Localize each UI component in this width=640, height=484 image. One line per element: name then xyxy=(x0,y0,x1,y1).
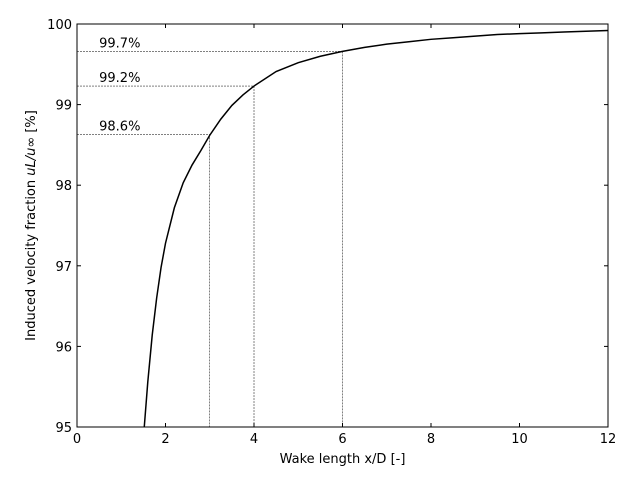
y-tick-label: 98 xyxy=(55,179,72,194)
axis-ticks: 0 2 4 6 8 10 12 95 96 97 98 99 100 xyxy=(47,18,616,447)
annotation-layer: 99.7% 99.2% 98.6% xyxy=(99,36,140,134)
x-tick-label: 4 xyxy=(250,432,258,447)
annotation-label-2: 98.6% xyxy=(99,119,140,134)
x-tick-label: 8 xyxy=(427,432,435,447)
y-tick-label: 99 xyxy=(55,99,72,114)
x-tick-label: 12 xyxy=(600,432,617,447)
x-axis-label: Wake length x/D [-] xyxy=(280,452,406,467)
guide-lines xyxy=(77,51,343,427)
series-layer xyxy=(143,29,608,427)
x-tick-label: 10 xyxy=(511,432,528,447)
series-line-0 xyxy=(143,29,608,427)
y-tick-label: 97 xyxy=(55,260,72,275)
y-tick-label: 100 xyxy=(47,18,72,33)
y-axis-label-math: uL/u∞ xyxy=(24,137,39,176)
y-tick-label: 96 xyxy=(55,340,72,355)
x-tick-label: 0 xyxy=(73,432,81,447)
y-axis-label: Induced velocity fraction uL/u∞ [%] xyxy=(24,110,39,341)
y-axis-label-unit: [%] xyxy=(24,110,39,137)
annotation-label-0: 99.7% xyxy=(99,36,140,51)
annotation-label-1: 99.2% xyxy=(99,71,140,86)
y-axis-label-main: Induced velocity fraction xyxy=(24,176,39,341)
x-tick-label: 2 xyxy=(161,432,169,447)
y-tick-label: 95 xyxy=(55,421,72,436)
x-tick-label: 6 xyxy=(338,432,346,447)
